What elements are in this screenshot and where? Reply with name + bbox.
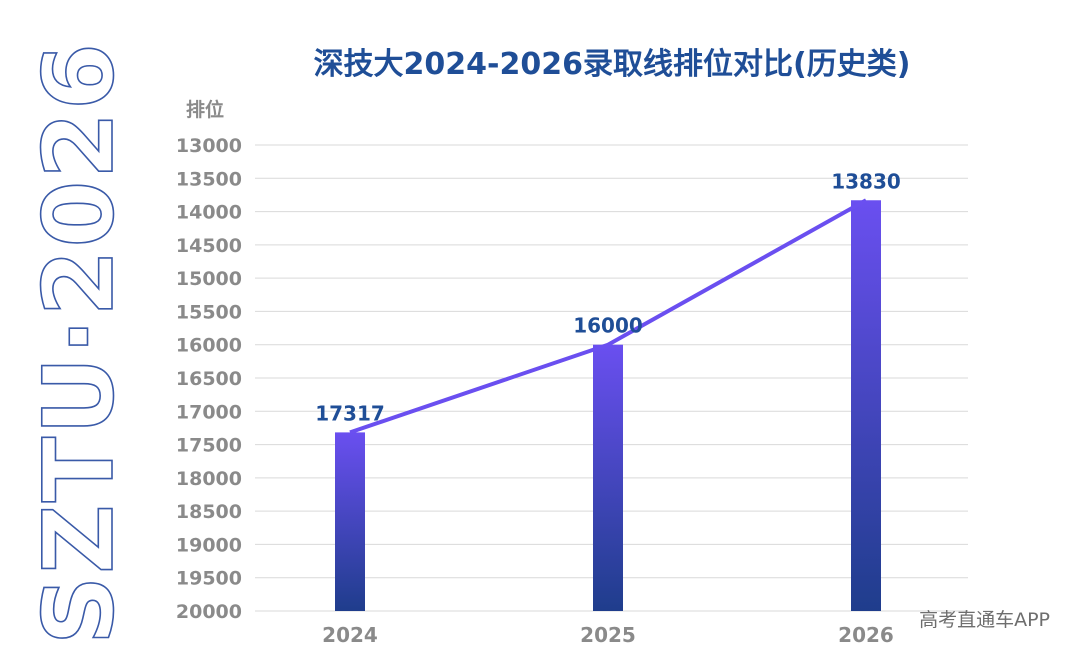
y-axis-label: 排位 bbox=[186, 98, 224, 121]
bar-2024 bbox=[335, 432, 365, 611]
bar-2026 bbox=[851, 200, 881, 612]
logo: SZTU·2026 bbox=[22, 40, 136, 645]
y-tick-label: 13500 bbox=[176, 168, 242, 190]
x-axis-ticks: 2024 2025 2026 bbox=[322, 623, 894, 647]
trend-line bbox=[349, 198, 867, 435]
data-labels: 17317 16000 13830 bbox=[315, 169, 901, 425]
y-tick-label: 19500 bbox=[176, 568, 242, 590]
bar-2025 bbox=[593, 344, 623, 611]
chart-title: 深技大2024-2026录取线排位对比(历史类) bbox=[314, 47, 911, 82]
y-tick-label: 20000 bbox=[176, 601, 242, 623]
data-label: 17317 bbox=[315, 401, 385, 425]
y-tick-label: 17000 bbox=[176, 401, 242, 423]
data-label: 13830 bbox=[831, 169, 901, 193]
trend-polyline bbox=[349, 198, 867, 435]
x-tick-label: 2025 bbox=[580, 623, 636, 647]
y-tick-label: 14500 bbox=[176, 235, 242, 257]
y-tick-label: 15500 bbox=[176, 301, 242, 323]
y-tick-label: 19000 bbox=[176, 534, 242, 556]
y-tick-label: 16000 bbox=[176, 335, 242, 357]
y-tick-label: 13000 bbox=[176, 135, 242, 157]
y-tick-label: 18000 bbox=[176, 468, 242, 490]
x-tick-label: 2024 bbox=[322, 623, 378, 647]
y-tick-label: 15000 bbox=[176, 268, 242, 290]
watermark-text: 高考直通车APP bbox=[919, 609, 1050, 631]
y-axis-ticks: 13000 13500 14000 14500 15000 15500 16000 16500… bbox=[176, 135, 242, 623]
y-tick-label: 14000 bbox=[176, 202, 242, 224]
y-tick-label: 16500 bbox=[176, 368, 242, 390]
bars bbox=[335, 200, 881, 612]
x-tick-label: 2026 bbox=[838, 623, 894, 647]
y-tick-label: 18500 bbox=[176, 501, 242, 523]
logo-text: SZTU·2026 bbox=[23, 41, 135, 645]
y-tick-label: 17500 bbox=[176, 435, 242, 457]
data-label: 16000 bbox=[573, 314, 643, 338]
